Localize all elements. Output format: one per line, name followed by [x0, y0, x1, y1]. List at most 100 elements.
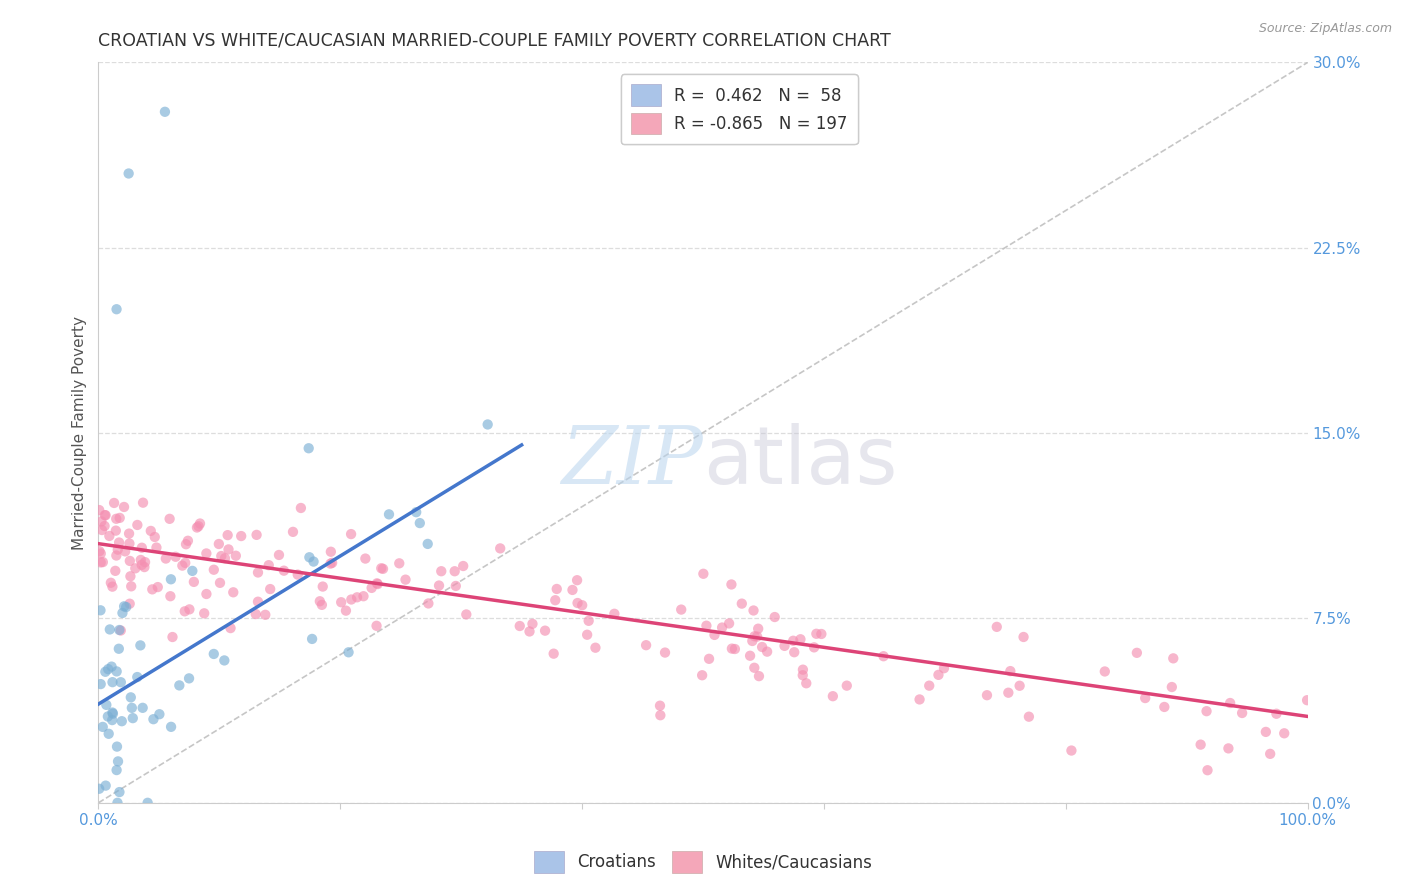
- Point: [794, 676, 817, 690]
- Point: [648, 698, 671, 713]
- Point: [121, 711, 143, 725]
- Point: [159, 589, 181, 603]
- Point: [108, 511, 131, 525]
- Point: [430, 564, 453, 578]
- Point: [806, 627, 828, 641]
- Point: [986, 620, 1008, 634]
- Point: [416, 537, 439, 551]
- Point: [695, 618, 717, 632]
- Point: [101, 675, 124, 690]
- Point: [115, 600, 138, 615]
- Point: [257, 558, 280, 573]
- Point: [346, 591, 368, 605]
- Point: [218, 542, 240, 557]
- Point: [181, 564, 204, 578]
- Point: [1197, 763, 1219, 777]
- Point: [94, 508, 117, 523]
- Point: [1161, 651, 1184, 665]
- Point: [724, 642, 747, 657]
- Point: [134, 555, 156, 569]
- Point: [418, 597, 440, 611]
- Point: [366, 619, 388, 633]
- Point: [231, 529, 253, 543]
- Point: [1012, 630, 1035, 644]
- Point: [308, 594, 330, 608]
- Point: [443, 564, 465, 578]
- Point: [103, 496, 125, 510]
- Point: [94, 665, 117, 679]
- Point: [1195, 704, 1218, 718]
- Point: [188, 516, 211, 531]
- Point: [1254, 725, 1277, 739]
- Point: [169, 678, 191, 692]
- Point: [208, 575, 231, 590]
- Point: [1189, 738, 1212, 752]
- Point: [118, 526, 141, 541]
- Point: [110, 624, 132, 638]
- Point: [927, 668, 949, 682]
- Point: [721, 641, 744, 656]
- Point: [578, 614, 600, 628]
- Point: [90, 547, 112, 561]
- Point: [1094, 665, 1116, 679]
- Point: [748, 669, 770, 683]
- Point: [546, 582, 568, 596]
- Point: [219, 621, 242, 635]
- Point: [127, 670, 149, 684]
- Point: [298, 550, 321, 565]
- Point: [720, 577, 742, 591]
- Point: [671, 602, 693, 616]
- Point: [738, 648, 761, 663]
- Point: [208, 537, 231, 551]
- Point: [89, 603, 111, 617]
- Point: [107, 796, 129, 810]
- Point: [174, 556, 197, 570]
- Point: [195, 546, 218, 560]
- Point: [214, 653, 236, 667]
- Point: [1160, 680, 1182, 694]
- Point: [744, 661, 766, 675]
- Point: [731, 597, 754, 611]
- Point: [1126, 646, 1149, 660]
- Point: [335, 604, 357, 618]
- Point: [312, 580, 335, 594]
- Point: [567, 596, 589, 610]
- Point: [354, 551, 377, 566]
- Point: [576, 628, 599, 642]
- Legend: R =  0.462   N =  58, R = -0.865   N = 197: R = 0.462 N = 58, R = -0.865 N = 197: [621, 74, 858, 144]
- Point: [120, 579, 142, 593]
- Point: [932, 661, 955, 675]
- Point: [105, 302, 128, 317]
- Point: [132, 496, 155, 510]
- Point: [91, 720, 114, 734]
- Point: [1265, 706, 1288, 721]
- Point: [908, 692, 931, 706]
- Point: [340, 592, 363, 607]
- Point: [89, 503, 111, 517]
- Point: [101, 713, 124, 727]
- Point: [821, 689, 844, 703]
- Point: [918, 679, 941, 693]
- Text: Source: ZipAtlas.com: Source: ZipAtlas.com: [1258, 22, 1392, 36]
- Point: [177, 672, 200, 686]
- Point: [90, 523, 112, 537]
- Point: [697, 652, 720, 666]
- Point: [997, 686, 1019, 700]
- Point: [214, 551, 236, 566]
- Point: [394, 573, 416, 587]
- Point: [378, 508, 401, 522]
- Point: [225, 549, 247, 563]
- Point: [405, 505, 427, 519]
- Point: [134, 560, 156, 574]
- Point: [444, 579, 467, 593]
- Point: [1218, 741, 1240, 756]
- Point: [187, 519, 209, 533]
- Point: [131, 558, 153, 572]
- Point: [179, 602, 201, 616]
- Point: [186, 520, 208, 534]
- Point: [174, 537, 197, 551]
- Point: [93, 519, 115, 533]
- Point: [311, 598, 333, 612]
- Point: [105, 512, 128, 526]
- Point: [1296, 693, 1319, 707]
